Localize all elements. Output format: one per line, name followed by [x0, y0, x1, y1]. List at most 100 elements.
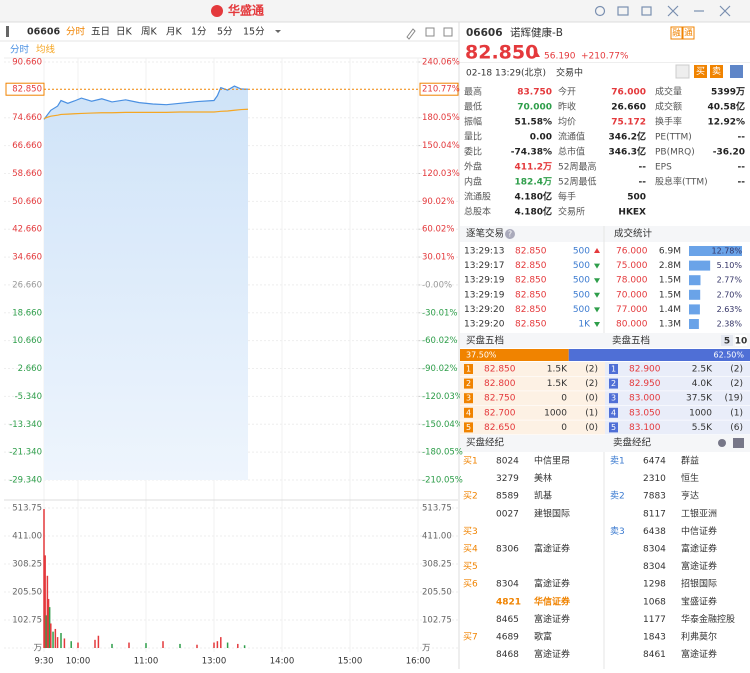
y2-tick-label: -60.02% [422, 336, 457, 346]
section-header [460, 435, 750, 452]
volume-tick-label: 308.25 [422, 560, 452, 570]
volume-bar [56, 637, 59, 648]
trade-price: 82.850 [515, 276, 547, 286]
stat-label: 今开 [558, 86, 576, 98]
book-count: (0) [585, 423, 598, 433]
legend-entry[interactable]: 均线 [36, 44, 56, 56]
stat-value: 70.000 [517, 103, 552, 113]
level-badge [609, 393, 618, 404]
stat-value: -74.38% [511, 148, 552, 158]
chart-tab[interactable]: 1分 [191, 27, 207, 38]
volume-bar [70, 641, 72, 648]
broker-level: 买5 [463, 561, 478, 572]
depth-option-text[interactable]: 10 [735, 337, 748, 347]
chart-tab[interactable]: 5分 [217, 27, 233, 38]
y-tick-label: -29.340 [9, 476, 42, 486]
deal-price: 76.000 [616, 247, 648, 257]
book-count: (0) [585, 394, 598, 404]
trade-button-text[interactable]: 买 [696, 66, 705, 77]
trade-time: 13:29:17 [464, 261, 504, 271]
book-count: (2) [730, 379, 743, 389]
stat-value: 4.180亿 [515, 206, 552, 218]
trade-button-text[interactable]: 卖 [712, 66, 721, 77]
stat-label: EPS [655, 163, 672, 173]
trade-arrow [594, 292, 600, 298]
y-tick-label: 10.660 [12, 336, 42, 346]
trade-price: 82.850 [515, 320, 547, 330]
buy-broker-title: 买盘经纪 [466, 437, 505, 449]
deal-price: 78.000 [616, 276, 648, 286]
section-header [460, 333, 750, 348]
deal-bar [689, 246, 742, 256]
level-badge [609, 407, 618, 418]
help-icon[interactable] [505, 229, 515, 239]
volume-bar [213, 642, 215, 648]
stat-label: 交易所 [558, 206, 585, 218]
volume-bar [94, 639, 96, 648]
broker-code: 8024 [496, 457, 519, 467]
depth-option-text[interactable]: 5 [724, 337, 730, 347]
trade-price: 82.850 [515, 305, 547, 315]
volume-bar [243, 645, 246, 648]
trade-button[interactable] [710, 65, 723, 78]
book-row [460, 405, 605, 420]
broker-level: 卖2 [610, 491, 625, 502]
icon-button[interactable] [675, 64, 690, 79]
icon-button[interactable] [730, 65, 743, 78]
book-price: 82.700 [484, 408, 516, 418]
ratio-label: 62.50% [713, 351, 744, 360]
depth-option[interactable] [721, 335, 733, 346]
broker-name: 美林 [534, 472, 552, 484]
stat-label: 每手 [558, 191, 576, 203]
broker-icons[interactable] [718, 438, 744, 448]
stat-value: 0.00 [530, 133, 552, 143]
quote-change: 56.190 [544, 52, 576, 62]
y-tick-label: 90.660 [12, 58, 42, 68]
deal-pct: 2.77% [717, 276, 743, 285]
chart-tab[interactable]: 分时 [66, 26, 86, 38]
legend-entry[interactable]: 分时 [10, 44, 30, 56]
deal-price: 75.000 [616, 261, 648, 271]
section-header [460, 226, 750, 242]
sidebar-toggle[interactable] [6, 26, 9, 37]
trade-button[interactable] [694, 65, 707, 78]
trade-price: 82.850 [515, 247, 547, 257]
y2-tick-label: -180.05% [422, 448, 463, 458]
dropdown-arrow[interactable] [275, 30, 281, 33]
broker-name: 华泰金融控股 [681, 613, 735, 625]
chart-tab[interactable]: 日K [116, 27, 133, 38]
broker-name: 富途证券 [534, 648, 570, 660]
logo: 华盛通 [228, 3, 264, 18]
stat-label: PB(MRQ) [655, 148, 695, 158]
broker-code: 8117 [643, 509, 666, 519]
broker-name: 歌富 [534, 631, 552, 643]
broker-code: 1843 [643, 633, 666, 643]
window-icons[interactable] [594, 5, 731, 17]
book-price: 83.100 [629, 423, 661, 433]
chart-tools[interactable] [406, 27, 453, 40]
stat-value: 5399万 [711, 87, 745, 98]
trade-arrow [594, 248, 600, 253]
level-badge [464, 378, 473, 389]
broker-code: 8468 [496, 650, 519, 660]
chart-tab[interactable]: 五日 [91, 27, 110, 38]
broker-code: 8465 [496, 615, 519, 625]
x-tick-label: 15:00 [338, 657, 363, 667]
quote-status: 交易中 [556, 67, 583, 79]
help-text[interactable]: ? [508, 230, 512, 239]
volume-tick-label: 308.25 [12, 560, 42, 570]
book-price: 83.050 [629, 408, 661, 418]
level-number: 3 [466, 394, 471, 403]
stat-label: 最高 [464, 86, 482, 98]
deal-volume: 1.5M [659, 290, 681, 300]
chart-tab[interactable]: 月K [166, 27, 183, 38]
level-badge [464, 407, 473, 418]
book-row [460, 362, 605, 376]
volume-tick-label: 万 [422, 644, 431, 654]
volume-tick-label: 205.50 [12, 588, 42, 598]
book-row [605, 405, 750, 420]
level-badge [464, 422, 473, 433]
chart-tab[interactable]: 15分 [243, 27, 265, 38]
depth-option[interactable] [735, 335, 747, 346]
chart-tab[interactable]: 周K [141, 27, 158, 38]
